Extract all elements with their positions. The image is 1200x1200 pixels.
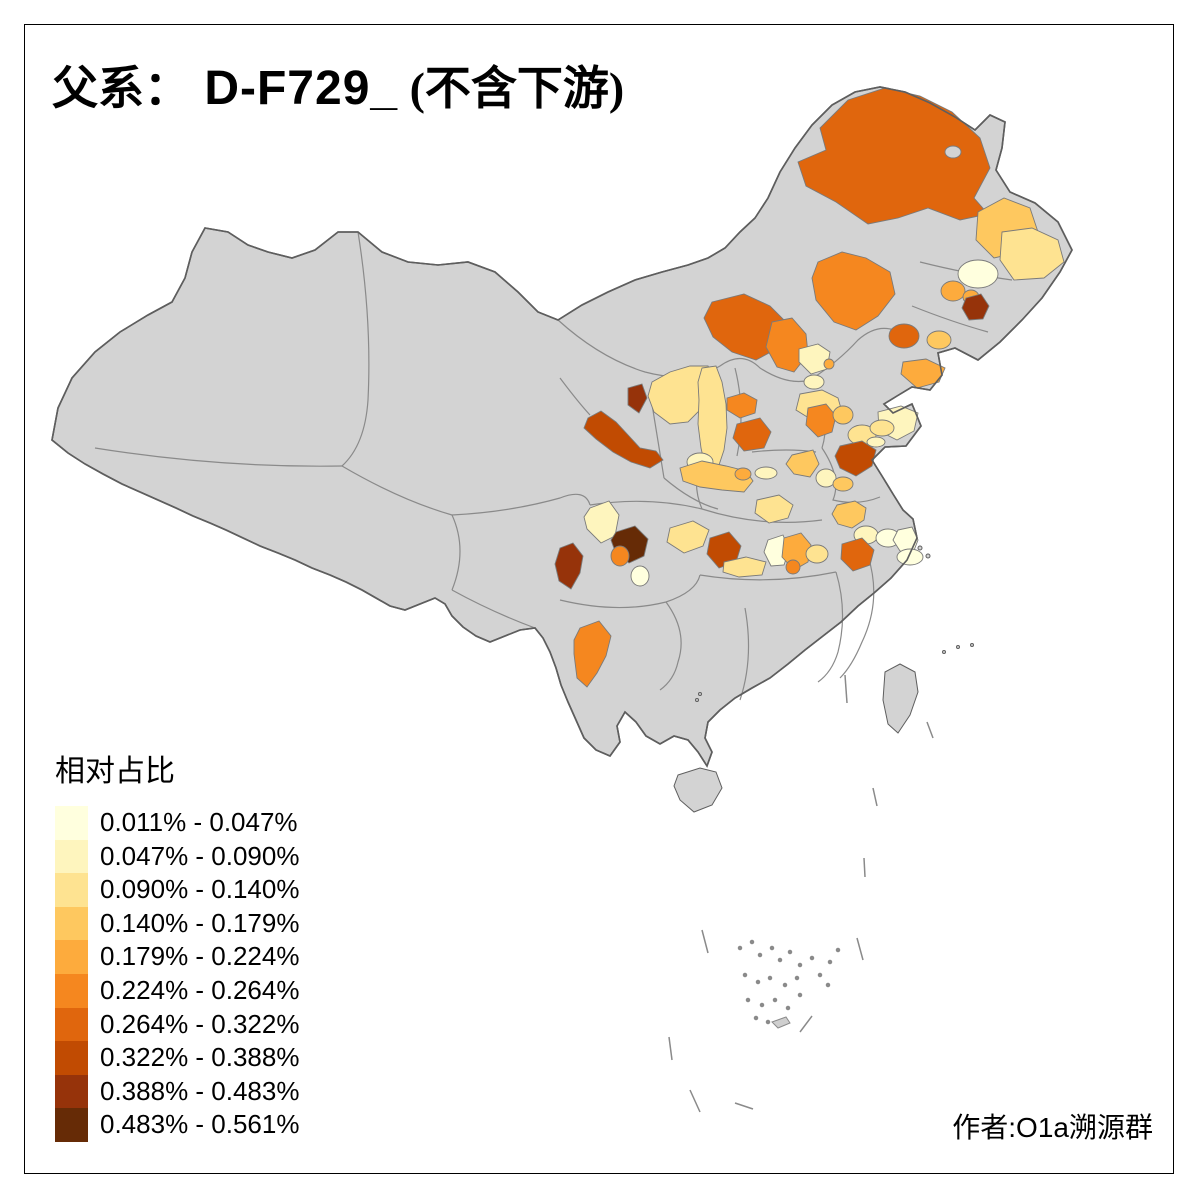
legend-rows: 0.011% - 0.047% 0.047% - 0.090% 0.090% - 0… xyxy=(55,806,299,1142)
legend-label-9: 0.388% - 0.483% xyxy=(100,1075,300,1106)
plot-border-frame xyxy=(24,24,1174,1174)
attribution: 作者:O1a溯源群 xyxy=(952,1112,1153,1143)
region-shijiazhuang-orange xyxy=(805,403,837,438)
region-chongqing-pale xyxy=(666,520,710,554)
region-anyang-lorange xyxy=(785,449,820,478)
legend-title: 相对占比 xyxy=(55,755,175,788)
legend-label-8: 0.322% - 0.388% xyxy=(100,1042,300,1073)
legend-label-6: 0.224% - 0.264% xyxy=(100,974,300,1005)
region-changsha-pale xyxy=(805,544,829,564)
legend-swatch-9 xyxy=(55,1074,88,1109)
region-hulunbuir-enclave xyxy=(944,145,962,159)
legend-row-9: 0.388% - 0.483% xyxy=(55,1074,300,1109)
legend-swatch-10 xyxy=(55,1108,88,1142)
legend-row-6: 0.224% - 0.264% xyxy=(55,973,300,1008)
region-shandong-pen-l3 xyxy=(869,419,895,437)
legend-swatch-1 xyxy=(55,806,88,840)
region-xuzhou-lorange xyxy=(831,500,867,529)
region-yaan-orange xyxy=(610,545,630,567)
legend-row-2: 0.047% - 0.090% xyxy=(55,839,300,874)
choropleth-regions xyxy=(554,87,1065,688)
region-taiyuan-dark xyxy=(732,417,772,452)
legend-label-3: 0.090% - 0.140% xyxy=(100,874,300,905)
region-cangzhou-pale xyxy=(866,436,886,448)
region-loudi-orange xyxy=(785,559,801,575)
region-jilin-orange-a xyxy=(940,280,966,302)
taiwan-island xyxy=(882,663,919,734)
region-shizuishan-dark xyxy=(627,383,648,414)
legend: 相对占比 0.011% - 0.047% 0.047% - 0.090% 0.090… xyxy=(55,746,299,1142)
islands xyxy=(673,545,974,813)
region-beijing-dot xyxy=(823,358,835,370)
legend-swatch-4 xyxy=(55,906,88,941)
legend-label-7: 0.264% - 0.322% xyxy=(100,1008,300,1039)
legend-swatch-2 xyxy=(55,839,88,874)
sea-islets xyxy=(737,939,841,1029)
province-borders xyxy=(94,231,1013,701)
region-liangshan-dark xyxy=(554,542,584,590)
region-jining-pale xyxy=(815,468,837,488)
legend-row-8: 0.322% - 0.388% xyxy=(55,1041,299,1075)
legend-swatch-5 xyxy=(55,940,88,974)
legend-row-7: 0.264% - 0.322% xyxy=(55,1007,300,1042)
title-prefix: 父系： xyxy=(52,63,190,114)
legend-label-10: 0.483% - 0.561% xyxy=(100,1109,300,1140)
legend-label-1: 0.011% - 0.047% xyxy=(100,807,298,837)
legend-swatch-3 xyxy=(55,873,88,907)
legend-row-1: 0.011% - 0.047% xyxy=(55,806,299,840)
legend-row-10: 0.483% - 0.561% xyxy=(55,1108,299,1142)
legend-row-3: 0.090% - 0.140% xyxy=(55,873,299,907)
region-hebei-ne-pale xyxy=(803,374,825,390)
region-qiannan-pale xyxy=(722,556,767,578)
region-shenyang-dark xyxy=(961,293,990,321)
title-suffix: (不含下游) xyxy=(398,63,625,114)
region-neijiang-cream xyxy=(630,565,650,587)
region-shanghai-adj-cream xyxy=(896,548,924,566)
map-title: 父系： D-F729_ (不含下游) xyxy=(52,52,624,118)
region-jiaozuo-orange xyxy=(734,467,752,481)
region-henan-cream xyxy=(754,466,778,480)
region-xilingol xyxy=(811,251,896,331)
region-heilongjiang-east xyxy=(999,227,1065,281)
region-hulunbuir xyxy=(797,87,991,225)
region-gansu-streak xyxy=(583,410,664,469)
national-border xyxy=(51,86,1073,768)
region-zhoukou-pale xyxy=(754,494,794,524)
region-mianyang-pale xyxy=(583,500,620,544)
region-xinzhou-orange xyxy=(726,392,758,419)
legend-label-4: 0.140% - 0.179% xyxy=(100,907,300,938)
legend-row-4: 0.140% - 0.179% xyxy=(55,906,300,941)
region-fuxin xyxy=(926,330,952,350)
legend-row-5: 0.179% - 0.224% xyxy=(55,940,299,974)
region-changchun-pale xyxy=(957,259,999,289)
region-dalian xyxy=(900,358,946,389)
region-jinan-dark xyxy=(834,440,877,477)
nine-dash-line xyxy=(668,674,934,1113)
region-chuxiong-orange xyxy=(573,620,612,688)
region-hengshui-lorange xyxy=(832,405,854,425)
region-henan-n-lorange xyxy=(679,460,754,493)
region-anqing-orange xyxy=(840,537,875,572)
region-heze-lorange xyxy=(832,476,854,492)
legend-swatch-8 xyxy=(55,1041,88,1075)
legend-swatch-7 xyxy=(55,1007,88,1042)
legend-swatch-6 xyxy=(55,973,88,1008)
legend-label-2: 0.047% - 0.090% xyxy=(100,840,300,871)
hainan-island xyxy=(673,767,723,813)
legend-label-5: 0.179% - 0.224% xyxy=(100,941,300,972)
title-haplogroup: D-F729_ xyxy=(190,62,399,115)
region-chaoyang xyxy=(888,323,920,349)
